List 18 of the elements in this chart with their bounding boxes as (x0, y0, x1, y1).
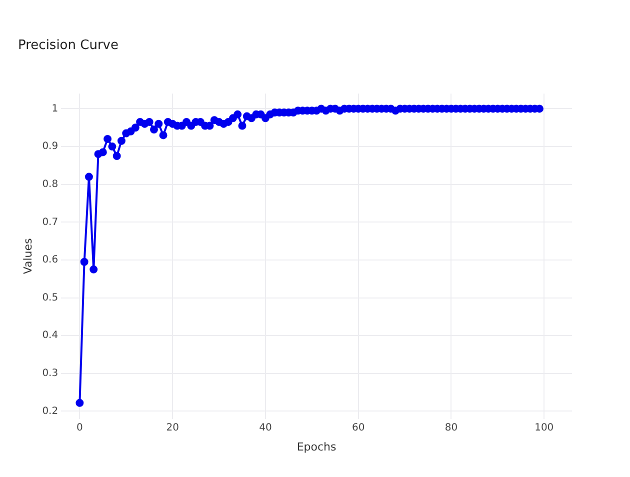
x-axis-title: Epochs (296, 440, 337, 454)
y-tick-label: 0.3 (42, 368, 58, 380)
y-tick-label: 0.2 (42, 406, 58, 417)
x-tick-label: 100 (534, 422, 554, 434)
x-tick-label: 80 (444, 422, 458, 434)
y-tick-label: 1 (52, 103, 58, 114)
chart-title: Precision Curve (18, 38, 118, 54)
x-tick-label: 20 (166, 422, 179, 434)
x-tick-label: 40 (259, 422, 272, 434)
y-axis-title: Values (21, 238, 34, 274)
x-tick-label: 60 (352, 422, 365, 434)
y-tick-label: 0.4 (42, 330, 58, 342)
y-tick-label: 0.9 (42, 141, 58, 152)
y-tick-label: 0.8 (42, 178, 58, 190)
y-tick-label: 0.6 (42, 254, 58, 266)
y-tick-label: 0.7 (42, 216, 58, 228)
y-tick-label: 0.5 (42, 292, 58, 304)
x-tick-label: 0 (76, 422, 83, 434)
